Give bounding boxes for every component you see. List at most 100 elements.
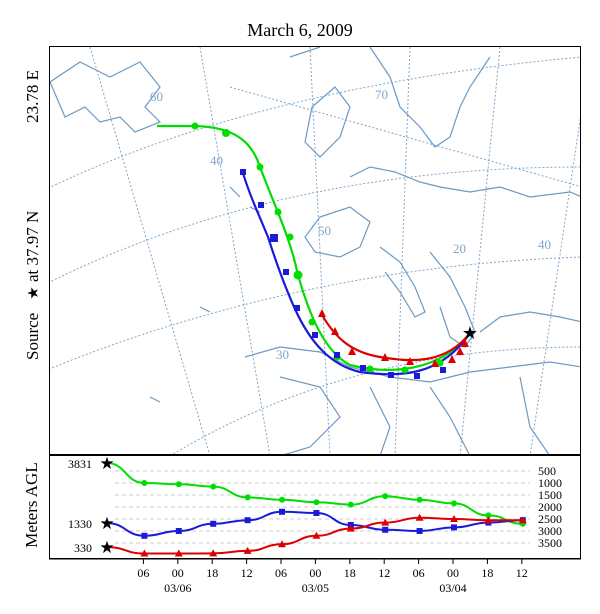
red-markers [318,309,469,367]
blue-marker [440,367,446,373]
blue-marker [258,202,264,208]
red-marker [406,357,414,365]
altitude-marker [382,493,389,500]
iberia-coast [304,206,371,258]
hour-label: 00 [447,566,459,580]
start-star-icon: ★ [99,456,114,473]
red-marker [461,339,469,347]
trajectories: ★ [157,122,478,379]
figure-title: March 6, 2009 [247,20,353,40]
red-marker [448,355,456,363]
source-star-icon: ★ [462,323,478,343]
date-label: 03/06 [164,581,191,595]
altitude-marker [244,494,251,501]
blue-marker [360,365,366,371]
meridian-4 [394,47,411,454]
ylabel-text: Meters AGL [22,462,41,547]
lon-label-20: 20 [453,241,466,256]
star-icon: ★ [26,286,42,299]
scandinavia-coast [369,47,491,148]
altitude-marker [450,515,458,522]
central-europe-coast [349,166,580,198]
iceland-greenland-coast [50,61,162,133]
hour-label: 06 [275,566,287,580]
altitude-marker [140,549,149,557]
graticule [50,47,580,454]
altitude-tick-label: 500 [538,464,556,478]
blue-markers [240,169,446,379]
blue-marker [414,373,420,379]
altitude-tick-label: 2500 [538,512,562,526]
source-longitude: 23.78 E [23,70,42,123]
green-marker [274,208,282,216]
altitude-start-labels: ★ 3831 ★ 1330 ★ 330 [68,456,115,557]
altitude-tick-label: 1500 [538,488,562,502]
altitude-marker [209,549,218,557]
altitude-marker [210,483,217,490]
start-star-icon: ★ [99,538,114,557]
hour-label: 12 [378,566,390,580]
time-axis: 06 00 18 12 06 00 18 12 06 00 18 12 03/06 03/05 03/04 [49,558,581,604]
hour-label: 00 [172,566,184,580]
red-marker [318,309,326,317]
start-height-label: 3831 [68,457,92,471]
source-label: Source ★ at 37.97 N 23.78 E [23,60,42,445]
hour-label: 12 [241,566,253,580]
green-markers [191,122,444,374]
hour-label: 18 [206,566,218,580]
lon-label-70: 70 [375,87,388,102]
altitude-marker [347,501,354,508]
date-label: 03/05 [302,581,329,595]
altitude-marker [416,528,423,534]
blue-marker [240,169,246,175]
red-marker [348,347,356,355]
altitude-series [106,462,527,557]
hour-label: 18 [481,566,493,580]
blue-marker [388,372,394,378]
time-axis-svg: 06 00 18 12 06 00 18 12 06 00 18 12 03/06 03/05 03/04 [49,558,581,595]
hour-label: 18 [344,566,356,580]
africa-borders [279,376,550,454]
british-isles-coast [289,47,351,158]
meridian-7 [229,86,580,187]
lat-label-50: 50 [318,223,331,238]
altitude-marker [141,480,148,486]
date-label: 03/04 [439,581,466,595]
meridian-3 [309,47,331,454]
meridian-1 [89,47,210,454]
green-marker [401,366,409,374]
altitude-marker [381,518,390,526]
island-dots [149,186,261,403]
meridian-5 [459,47,501,454]
coastlines [50,47,580,454]
source-word: Source [23,313,42,360]
blue-marker [270,234,278,242]
altitude-marker [484,516,493,524]
parallel-60 [50,56,580,188]
altitude-tick-label: 2000 [538,500,562,514]
blue-marker [312,332,318,338]
altitude-tick-label: 1000 [538,476,562,490]
altitude-marker [451,524,457,531]
meridian-6 [529,117,580,454]
map-svg: 60 40 50 30 70 20 40 [50,47,580,454]
altitude-axis-label-svg: Meters AGL [22,462,41,547]
green-marker [222,129,230,137]
altitude-marker [485,512,492,519]
altitude-marker [279,508,285,515]
start-height-label: 330 [74,541,92,555]
parallel-30 [172,346,580,454]
red-marker [331,327,339,335]
meridian-2 [199,47,271,454]
altitude-marker [415,513,424,521]
source-label-svg: Source ★ at 37.97 N 23.78 E [23,70,42,360]
balkans-coast [429,251,476,348]
altitude-marker [451,500,457,507]
blue-marker [294,305,300,311]
parallel-50 [50,166,580,283]
altitude-marker [346,524,355,532]
lat-label-30: 30 [276,347,289,362]
altitude-panel: 3500 3000 2500 2000 1500 1000 500 ★ 3831 ★ 1330 ★ 3… [49,455,581,559]
